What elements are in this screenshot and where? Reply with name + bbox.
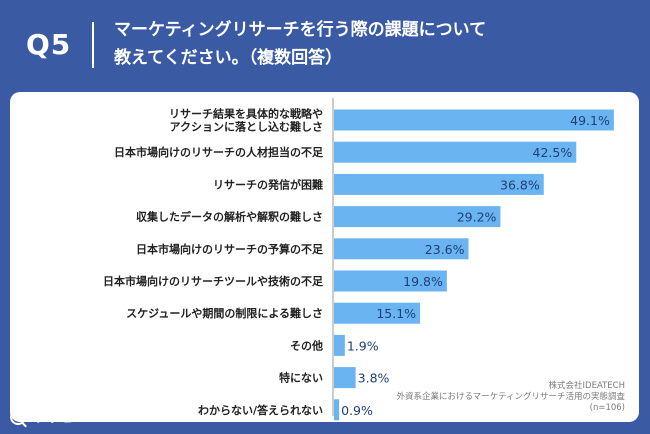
- chart-panel: リサーチ結果を具体的な戦略や アクションに落とし込む難しさ 49.1% 日本市場向けの…: [10, 92, 639, 422]
- value-label: 19.8%: [403, 274, 443, 289]
- value-label: 36.8%: [500, 177, 540, 192]
- question-title-line1: マーケティングリサーチを行う際の課題について: [114, 20, 487, 40]
- bar: [334, 367, 356, 389]
- bar: [334, 302, 421, 324]
- value-label: 42.5%: [533, 145, 573, 160]
- bar: [334, 141, 577, 163]
- value-label: 1.9%: [347, 338, 379, 353]
- value-label: 29.2%: [457, 210, 497, 225]
- source-survey: 外資系企業におけるマーケティングリサーチ活用の実態調査: [396, 392, 625, 402]
- bar: [334, 173, 544, 195]
- value-label: 49.1%: [570, 113, 610, 128]
- logo-text: リサピー: [32, 410, 88, 426]
- value-label: 0.9%: [341, 403, 373, 418]
- source-company: 株式会社IDEATECH: [548, 381, 625, 391]
- category-label: わからない/答えられない: [198, 403, 323, 417]
- search-icon: [10, 409, 26, 425]
- question-title-line2: 教えてください。（複数回答）: [114, 48, 343, 68]
- question-label: Q5: [26, 28, 72, 61]
- category-label: 日本市場向けのリサーチの人材担当の不足: [114, 145, 324, 159]
- header-divider: [92, 22, 94, 68]
- bar: [334, 270, 447, 292]
- bar: [334, 206, 501, 228]
- value-label: 3.8%: [358, 371, 390, 386]
- category-label: アクションに落とし込む難しさ: [170, 120, 323, 134]
- source-note: 株式会社IDEATECH 外資系企業におけるマーケティングリサーチ活用の実態調査…: [397, 381, 625, 414]
- bar: [334, 109, 614, 131]
- bar: [334, 238, 469, 260]
- category-label: 日本市場向けのリサーチツールや技術の不足: [103, 274, 324, 288]
- category-label: スケジュールや期間の制限による難しさ: [126, 306, 323, 320]
- logo: リサピー: [10, 406, 88, 428]
- bar: [334, 334, 345, 356]
- header: Q5 マーケティングリサーチを行う際の課題について 教えてください。（複数回答）: [0, 0, 650, 88]
- question-title: マーケティングリサーチを行う際の課題について 教えてください。（複数回答）: [114, 16, 634, 72]
- source-sample-size: (n=106): [589, 403, 625, 413]
- value-label: 23.6%: [425, 242, 465, 257]
- category-label: 特にない: [279, 371, 323, 385]
- category-label: その他: [290, 338, 323, 352]
- category-label: リサーチ結果を具体的な戦略や: [169, 107, 323, 121]
- bar: [334, 399, 340, 421]
- category-label: 収集したデータの解析や解釈の難しさ: [136, 210, 323, 224]
- category-label: リサーチの発信が困難: [213, 177, 323, 191]
- category-label: 日本市場向けのリサーチの予算の不足: [136, 242, 324, 256]
- value-label: 15.1%: [376, 306, 416, 321]
